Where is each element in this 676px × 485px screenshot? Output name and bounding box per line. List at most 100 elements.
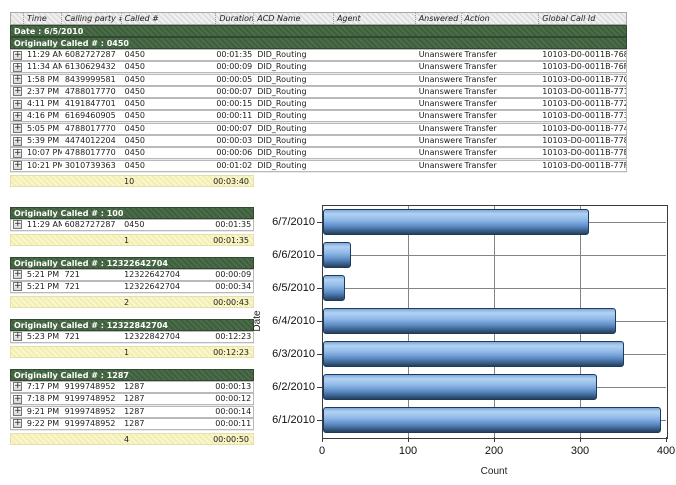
agent-cell <box>334 99 416 109</box>
call-row[interactable]: +5:05 PM 4788017770 0450 00:00:07 DID_Routin… <box>10 122 627 135</box>
call-row[interactable]: +11:29 AM 6082727287 0450 00:01:35 <box>10 218 254 231</box>
called-cell: 1287 <box>124 406 145 416</box>
called-cell: 0450 <box>124 148 145 158</box>
expand-cell: + <box>11 87 24 97</box>
answered-cell: Unanswered <box>418 160 462 170</box>
calling-party-cell: 4788017770 <box>64 86 116 96</box>
group-summary-row: 2 00:00:43 <box>10 295 254 308</box>
called-cell: 0450 <box>124 99 145 109</box>
summary-total-duration: 00:00:50 <box>213 434 249 444</box>
call-row[interactable]: +5:21 PM 721 12322642704 00:00:09 <box>10 268 254 281</box>
expand-row-button[interactable]: + <box>12 148 22 158</box>
column-header-agent: Agent <box>334 13 416 24</box>
agent-cell <box>334 148 416 158</box>
answered-cell: Unanswered <box>418 123 462 133</box>
answered-cell: Unanswered <box>418 99 462 109</box>
call-row[interactable]: +5:23 PM 721 12322842704 00:12:23 <box>10 330 254 343</box>
agent-cell <box>334 62 416 72</box>
call-row[interactable]: +4:11 PM 4191847701 0450 00:00:15 DID_Routin… <box>10 98 627 111</box>
acd-name-cell: DID_Routing <box>257 99 307 109</box>
agent-cell <box>334 161 416 171</box>
expand-row-button[interactable]: + <box>12 86 22 97</box>
action-cell: Transfer <box>464 50 497 59</box>
call-row[interactable]: +10:21 PM 3010739363 0450 00:01:02 DID_Routi… <box>10 159 627 172</box>
called-cell: 0450 <box>124 111 145 121</box>
call-row[interactable]: +7:17 PM 9199748952 1287 00:00:13 <box>10 380 254 393</box>
global-call-id-cell: 10103-D0-0011B-77F <box>542 160 627 170</box>
global-call-id-cell: 10103-D0-0011B-768 <box>542 50 627 59</box>
calling-party-cell: 721 <box>64 331 80 341</box>
duration-cell: 00:01:02 <box>216 160 253 170</box>
duration-cell: 00:00:03 <box>216 136 253 146</box>
expand-row-button[interactable]: + <box>12 331 22 342</box>
time-cell: 9:22 PM <box>26 418 60 428</box>
call-row[interactable]: +11:34 AM 6130629432 0450 00:00:09 DID_Routi… <box>10 61 627 74</box>
acd-name-cell: DID_Routing <box>257 74 307 84</box>
expand-row-button[interactable]: + <box>12 99 22 109</box>
call-row[interactable]: +2:37 PM 4788017770 0450 00:00:07 DID_Routin… <box>10 85 627 98</box>
expand-row-button[interactable]: + <box>12 123 22 134</box>
action-cell: Transfer <box>464 62 497 72</box>
expand-row-button[interactable]: + <box>12 269 22 280</box>
expand-cell: + <box>11 332 24 342</box>
x-tick-label: 200 <box>484 445 504 457</box>
called-cell: 1287 <box>124 418 145 428</box>
agent-cell <box>334 50 416 60</box>
expand-row-button[interactable]: + <box>12 281 22 292</box>
group-summary-row: 4 00:00:50 <box>10 432 254 445</box>
summary-call-count: 10 <box>124 176 135 186</box>
group-summary-row: 10 00:03:40 <box>10 174 254 187</box>
called-cell: 0450 <box>124 62 145 72</box>
call-row[interactable]: +1:58 PM 8439999581 0450 00:00:05 DID_Routin… <box>10 73 627 86</box>
answered-cell: Unanswered <box>418 148 462 158</box>
time-cell: 5:23 PM <box>26 331 60 341</box>
expand-row-button[interactable]: + <box>12 418 22 429</box>
call-row[interactable]: +7:18 PM 9199748952 1287 00:00:12 <box>10 393 254 406</box>
answered-cell: Unanswered <box>418 74 462 84</box>
date-group-header: Date : 6/5/2010 <box>10 25 627 37</box>
expand-row-button[interactable]: + <box>12 50 22 60</box>
call-row[interactable]: +11:29 AM 6082727287 0450 00:01:35 DID_Routi… <box>10 49 627 61</box>
duration-cell: 00:00:05 <box>216 74 253 84</box>
time-cell: 7:17 PM <box>26 381 60 391</box>
call-row[interactable]: +9:22 PM 9199748952 1287 00:00:11 <box>10 417 254 430</box>
group-header: Originally Called # : 0450 <box>10 37 627 49</box>
calling-party-cell: 3010739363 <box>64 160 116 170</box>
call-row[interactable]: +4:16 PM 6169460905 0450 00:00:11 DID_Routin… <box>10 110 627 123</box>
global-call-id-cell: 10103-D0-0011B-771 <box>542 86 627 96</box>
time-cell: 5:21 PM <box>26 281 60 291</box>
call-row[interactable]: +9:21 PM 9199748952 1287 00:00:14 <box>10 405 254 418</box>
action-cell: Transfer <box>464 99 497 109</box>
expand-row-button[interactable]: + <box>12 111 22 121</box>
called-cell: 0450 <box>124 123 145 133</box>
expand-row-button[interactable]: + <box>12 219 22 230</box>
expand-cell: + <box>11 111 24 121</box>
action-cell: Transfer <box>464 136 497 146</box>
x-axis-tick <box>666 437 667 442</box>
column-header-global-call-id: Global Call Id <box>542 14 596 23</box>
duration-cell: 00:00:11 <box>216 111 253 121</box>
acd-name-cell: DID_Routing <box>257 86 307 96</box>
call-row[interactable]: +5:39 PM 4474012204 0450 00:00:03 DID_Routin… <box>10 135 627 148</box>
global-call-id-cell: 10103-D0-0011B-778 <box>542 136 627 146</box>
group-header: Originally Called # : 1287 <box>10 368 254 381</box>
group-header: Originally Called # : 12322642704 <box>10 256 254 269</box>
expand-row-button[interactable]: + <box>12 62 22 72</box>
acd-name-cell: DID_Routing <box>257 160 307 170</box>
x-tick-label: 100 <box>398 445 418 457</box>
expand-row-button[interactable]: + <box>12 136 22 146</box>
expand-row-button[interactable]: + <box>12 381 22 392</box>
expand-row-button[interactable]: + <box>12 394 22 404</box>
call-row[interactable]: +5:21 PM 721 12322642704 00:00:34 <box>10 280 254 293</box>
expand-cell: + <box>11 75 24 85</box>
expand-cell: + <box>11 62 24 72</box>
time-cell: 10:07 PM <box>26 148 62 158</box>
expand-row-button[interactable]: + <box>12 406 22 417</box>
call-row[interactable]: +10:07 PM 4788017770 0450 00:00:06 DID_Routi… <box>10 147 627 160</box>
duration-cell: 00:00:12 <box>215 394 252 404</box>
expand-cell: + <box>11 282 24 292</box>
expand-cell: + <box>11 50 24 60</box>
expand-row-button[interactable]: + <box>12 74 22 85</box>
expand-row-button[interactable]: + <box>12 160 22 171</box>
